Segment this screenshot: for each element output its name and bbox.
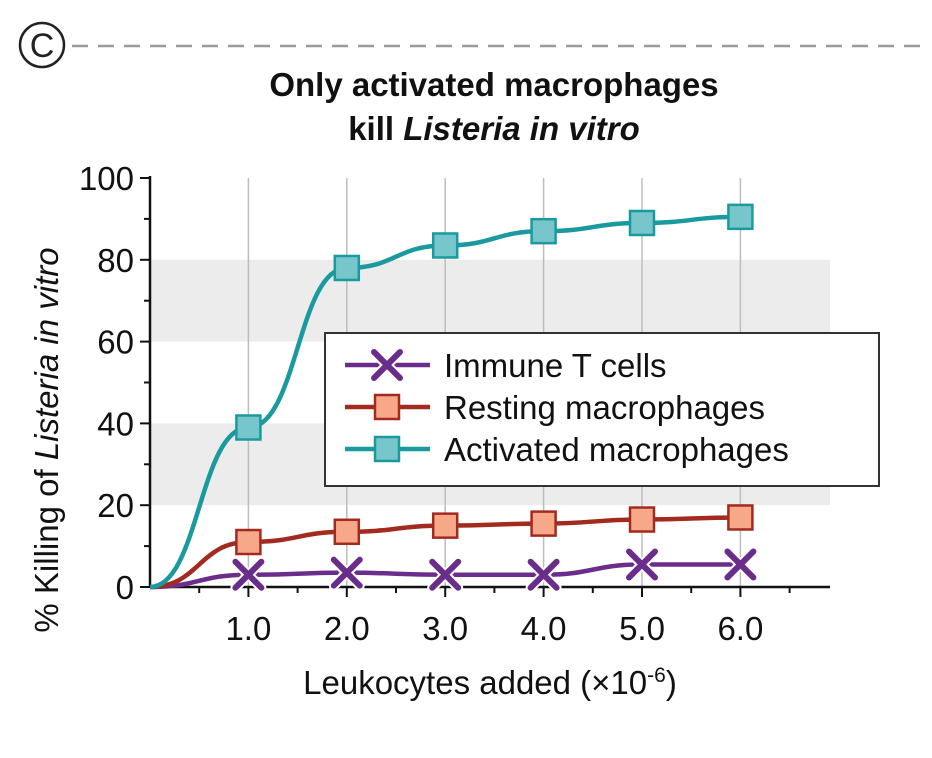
y-axis-label-italic-2: in vitro [28,247,65,344]
y-tick-label: 40 [97,405,134,442]
y-tick-labels: 0 20 40 60 80 100 [79,160,134,606]
x-axis-label-suffix: ) [666,664,677,701]
chart-subtitle-prefix: kill [348,110,403,147]
x-axis-label: Leukocytes added (×10-6) [303,664,677,701]
x-marker-stroke [626,548,658,581]
data-point [431,232,459,259]
legend-item: Immune T cells [345,347,667,384]
panel-header: C [18,21,925,69]
legend-label: Immune T cells [444,347,667,384]
x-marker-stroke [527,558,560,591]
axes [140,176,830,597]
data-point [628,506,656,533]
x-tick-labels: 1.0 2.0 3.0 4.0 5.0 6.0 [225,610,763,647]
legend-label: Activated macrophages [444,431,789,468]
x-marker-stroke [330,556,363,589]
data-point [530,217,557,245]
y-tick-label: 20 [97,487,134,524]
legend-marker [369,347,405,383]
y-tick-label: 0 [116,569,134,606]
legend-item: Activated macrophages [345,431,789,468]
data-point [235,528,262,556]
data-point [727,504,754,531]
panel-letter-circle [18,21,66,69]
legend-marker [373,393,401,421]
x-axis-label-prefix: Leukocytes added (×10 [303,664,647,701]
y-tick-label: 100 [79,160,134,197]
x-marker-stroke [429,558,462,591]
series-resting-macrophages [149,504,754,590]
chart-subtitle-italic: Listeria in vitro [403,110,640,147]
chart-title: Only activated macrophages [269,66,718,103]
data-point [328,554,365,591]
legend-marker [373,435,401,463]
data-point [333,254,361,282]
x-marker-stroke [371,349,403,381]
chart-subtitle: kill Listeria in vitro [348,110,640,147]
data-point [427,556,464,593]
data-point [624,546,660,583]
data-point [431,512,459,539]
y-axis-label: % Killing of Listeria in vitro [28,247,65,632]
x-tick-label: 1.0 [225,610,271,647]
data-point [628,209,656,237]
x-tick-label: 6.0 [717,610,763,647]
legend-item: Resting macrophages [345,389,765,426]
y-axis-label-italic-1: Listeria [28,354,65,460]
x-tick-label: 3.0 [422,610,468,647]
y-tick-label: 80 [97,242,134,279]
x-tick-label: 5.0 [619,610,665,647]
shaded-band-1 [150,259,830,342]
y-axis-label-prefix: % Killing of [28,460,65,632]
legend-label: Resting macrophages [444,389,765,426]
x-axis-label-superscript: -6 [647,664,666,687]
data-point [727,203,754,231]
data-point [722,546,759,583]
x-tick-label: 4.0 [521,610,567,647]
series-immune-t-cells [149,546,759,593]
data-point [235,414,262,441]
data-point [333,518,361,546]
series-activated-macrophages [149,203,754,590]
x-tick-label: 2.0 [324,610,370,647]
legend-box [324,332,880,487]
y-tick-label: 60 [97,324,134,361]
series [149,203,759,593]
x-marker-stroke [232,558,265,591]
x-marker-stroke [724,548,757,581]
data-point [525,556,562,593]
legend: Immune T cells Resting macrophages Activat… [324,332,880,487]
data-point [230,556,267,593]
data-point [530,510,557,537]
panel-letter: C [30,27,55,65]
